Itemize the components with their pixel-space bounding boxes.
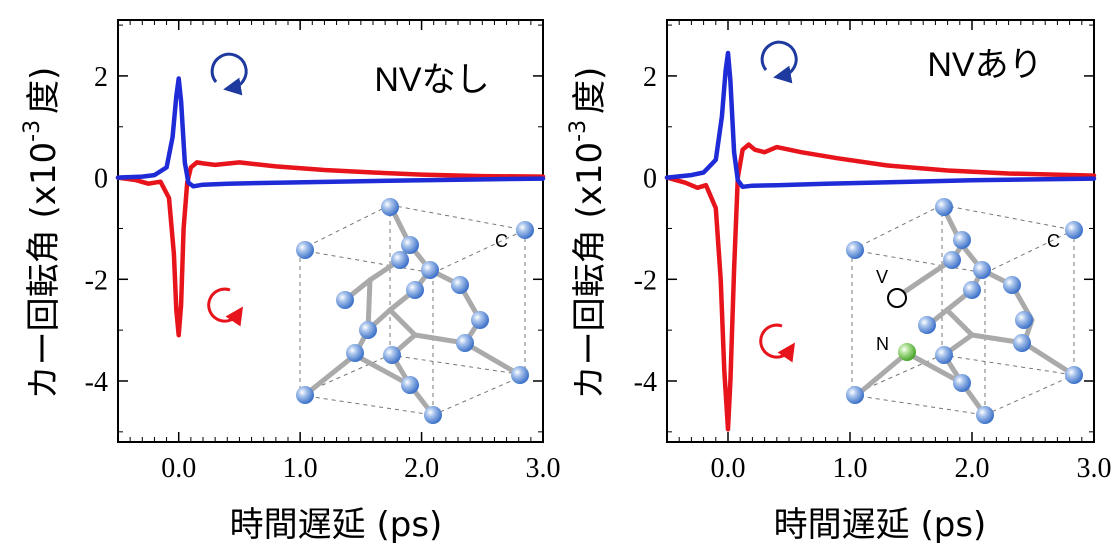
y-tick-label: -2	[634, 265, 657, 296]
series-line-blue	[664, 50, 1097, 190]
svg-text:カー回転角 (x10-3度): カー回転角 (x10-3 度)	[566, 67, 610, 400]
x-tick-label: 0.0	[711, 453, 746, 484]
y-tick-label: 2	[643, 62, 657, 93]
y-axis-title-main: カー回転角 (x10	[570, 142, 610, 399]
x-tick-label: 2.0	[404, 453, 439, 484]
red-rotation-arrow-icon	[207, 287, 244, 327]
y-tick-label: 0	[94, 164, 108, 195]
diamond-lattice-inset-with-nv	[846, 198, 1083, 424]
x-tick-label: 2.0	[955, 453, 990, 484]
diamond-lattice-inset	[296, 198, 534, 424]
y-axis-title-unit: 度)	[570, 67, 610, 114]
nitrogen-atom	[898, 343, 916, 361]
x-tick-label: 1.0	[833, 453, 868, 484]
y-axis-title: カー回転角 (x10-3 度)	[20, 67, 64, 400]
y-tick-label: -2	[85, 265, 108, 296]
x-axis-title: 時間遅延 (ps)	[230, 505, 443, 545]
vacancy-site	[887, 288, 907, 308]
x-tick-label: 3.0	[1077, 453, 1112, 484]
chart-panel-nv-none: 0.0 1.0 2.0 3.0 2 0 -2 -4 カー回転角 (x10-3 度) NVなし 時…	[20, 19, 561, 545]
atom-label-vacancy: V	[876, 267, 888, 287]
svg-text:カー回転角 (x10-3度): カー回転角 (x10-3 度)	[20, 67, 64, 400]
blue-rotation-arrow-icon	[210, 52, 248, 96]
series-line-red	[664, 142, 1097, 432]
atom-label-nitrogen: N	[876, 334, 889, 354]
plot-area: 0.0 1.0 2.0 3.0 2 0 -2 -4	[85, 19, 561, 484]
y-axis-title: カー回転角 (x10-3 度)	[566, 67, 610, 400]
atom-label-carbon: C	[495, 231, 508, 251]
blue-rotation-arrow-icon	[760, 40, 798, 84]
panel-label: NVなし	[374, 61, 489, 99]
plot-frame	[117, 19, 544, 443]
y-axis-title-exponent: -3	[566, 120, 591, 142]
x-tick-label: 1.0	[283, 453, 318, 484]
y-tick-label: -4	[85, 367, 108, 398]
red-rotation-arrow-icon	[759, 323, 796, 363]
y-axis-title-main: カー回転角 (x10	[24, 142, 64, 399]
atom-label-carbon: C	[1047, 231, 1060, 251]
panel-label: NVあり	[927, 46, 1042, 84]
y-axis-title-exponent: -3	[20, 120, 45, 142]
series-line-red	[115, 160, 546, 338]
chart-panel-nv-present: 0.0 1.0 2.0 3.0 2 0 -2 -4 カー回転角 (x10-3 度) NVあり 時…	[566, 19, 1112, 545]
series-line-blue	[115, 76, 546, 189]
y-tick-label: -4	[634, 367, 657, 398]
y-tick-label: 0	[643, 164, 657, 195]
x-axis-title: 時間遅延 (ps)	[774, 505, 987, 545]
y-axis-title-unit: 度)	[24, 67, 64, 114]
plot-area: 0.0 1.0 2.0 3.0 2 0 -2 -4	[634, 19, 1112, 484]
x-tick-label: 3.0	[526, 453, 561, 484]
plot-frame	[666, 19, 1095, 443]
y-tick-label: 2	[94, 62, 108, 93]
x-tick-label: 0.0	[161, 453, 196, 484]
